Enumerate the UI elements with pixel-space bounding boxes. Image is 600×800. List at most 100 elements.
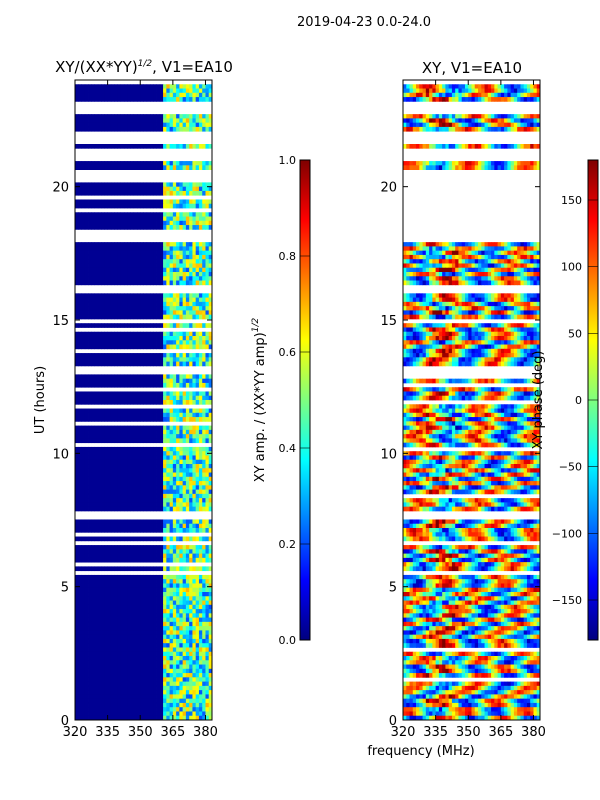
heatmap-cell bbox=[172, 536, 177, 542]
heatmap-cell bbox=[91, 400, 95, 405]
heatmap-cell bbox=[136, 673, 141, 678]
heatmap-cell bbox=[117, 344, 122, 350]
heatmap-cell bbox=[159, 382, 164, 388]
heatmap-cell bbox=[136, 549, 141, 554]
heatmap-cell bbox=[172, 400, 177, 405]
heatmap-cell bbox=[169, 677, 174, 682]
heatmap-cell bbox=[146, 446, 151, 452]
heatmap-cell bbox=[208, 280, 213, 286]
heatmap-cell bbox=[146, 323, 151, 328]
heatmap-cell bbox=[150, 677, 154, 682]
heatmap-cell bbox=[75, 464, 79, 469]
heatmap-cell bbox=[166, 395, 170, 401]
heatmap-cell bbox=[146, 656, 151, 661]
heatmap-cell bbox=[156, 660, 161, 665]
heatmap-cell bbox=[195, 161, 200, 166]
heatmap-cell bbox=[101, 468, 105, 473]
heatmap-cell bbox=[101, 412, 105, 418]
heatmap-cell bbox=[182, 199, 187, 205]
heatmap-cell bbox=[143, 267, 148, 273]
heatmap-cell bbox=[166, 715, 170, 721]
heatmap-cell bbox=[159, 587, 164, 593]
heatmap-cell bbox=[140, 391, 144, 397]
heatmap-cell bbox=[81, 545, 86, 550]
heatmap-cell bbox=[97, 617, 102, 623]
heatmap-cell bbox=[150, 84, 154, 89]
heatmap-cell bbox=[153, 592, 157, 597]
heatmap-cell bbox=[94, 634, 99, 640]
heatmap-cell bbox=[101, 481, 105, 486]
heatmap-cell bbox=[189, 579, 193, 584]
heatmap-cell bbox=[176, 651, 180, 657]
heatmap-cell bbox=[140, 685, 144, 691]
heatmap-cell bbox=[153, 336, 157, 341]
heatmap-cell bbox=[94, 651, 99, 657]
heatmap-cell bbox=[163, 314, 167, 320]
heatmap-cell bbox=[84, 472, 89, 478]
heatmap-cell bbox=[84, 681, 89, 687]
heatmap-cell bbox=[169, 323, 174, 328]
heatmap-cell bbox=[192, 707, 197, 712]
heatmap-cell bbox=[88, 272, 92, 277]
heatmap-cell bbox=[91, 186, 95, 192]
heatmap-cell bbox=[133, 673, 138, 678]
heatmap-cell bbox=[156, 186, 161, 192]
heatmap-cell bbox=[166, 438, 170, 444]
heatmap-cell bbox=[182, 557, 187, 563]
heatmap-cell bbox=[81, 673, 86, 678]
heatmap-cell bbox=[75, 459, 79, 465]
heatmap-cell bbox=[163, 711, 167, 717]
heatmap-cell bbox=[107, 566, 112, 572]
heatmap-cell bbox=[169, 468, 174, 473]
heatmap-cell bbox=[114, 331, 118, 337]
heatmap-cell bbox=[104, 493, 109, 499]
heatmap-cell bbox=[150, 408, 154, 414]
heatmap-cell bbox=[198, 374, 203, 380]
heatmap-cell bbox=[202, 634, 206, 640]
heatmap-cell bbox=[172, 161, 177, 166]
heatmap-cell bbox=[166, 122, 170, 128]
heatmap-cell bbox=[78, 656, 82, 661]
heatmap-cell bbox=[97, 685, 102, 691]
heatmap-cell bbox=[159, 353, 164, 358]
heatmap-cell bbox=[114, 613, 118, 618]
heatmap-cell bbox=[150, 707, 154, 712]
heatmap-cell bbox=[123, 254, 128, 260]
heatmap-cell bbox=[84, 553, 89, 559]
heatmap-cell bbox=[185, 600, 190, 606]
heatmap-cell bbox=[114, 310, 118, 316]
heatmap-cell bbox=[143, 182, 148, 188]
heatmap-cell bbox=[130, 425, 135, 431]
heatmap-cell bbox=[169, 344, 174, 350]
heatmap-cell bbox=[97, 225, 102, 230]
heatmap-cell bbox=[189, 638, 193, 644]
heatmap-cell bbox=[150, 690, 154, 695]
heatmap-cell bbox=[110, 634, 115, 640]
heatmap-cell bbox=[117, 690, 122, 695]
heatmap-cell bbox=[136, 242, 141, 247]
heatmap-cell bbox=[156, 254, 161, 260]
heatmap-cell bbox=[146, 690, 151, 695]
heatmap-cell bbox=[185, 408, 190, 414]
heatmap-cell bbox=[110, 694, 115, 700]
heatmap-cell bbox=[97, 446, 102, 452]
heatmap-cell bbox=[94, 519, 99, 525]
heatmap-cell bbox=[75, 698, 79, 704]
heatmap-cell bbox=[189, 216, 193, 222]
heatmap-cell bbox=[172, 656, 177, 661]
heatmap-cell bbox=[471, 88, 476, 94]
heatmap-cell bbox=[101, 165, 105, 170]
heatmap-cell bbox=[166, 190, 170, 196]
heatmap-cell bbox=[166, 690, 170, 695]
heatmap-cell bbox=[123, 621, 128, 627]
heatmap-cell bbox=[182, 600, 187, 606]
heatmap-cell bbox=[150, 673, 154, 678]
heatmap-cell bbox=[123, 97, 128, 102]
heatmap-cell bbox=[94, 451, 99, 456]
heatmap-cell bbox=[189, 446, 193, 452]
heatmap-cell bbox=[192, 472, 197, 478]
heatmap-cell bbox=[120, 417, 125, 422]
heatmap-cell bbox=[78, 391, 82, 397]
heatmap-cell bbox=[163, 528, 167, 533]
heatmap-cell bbox=[136, 506, 141, 512]
